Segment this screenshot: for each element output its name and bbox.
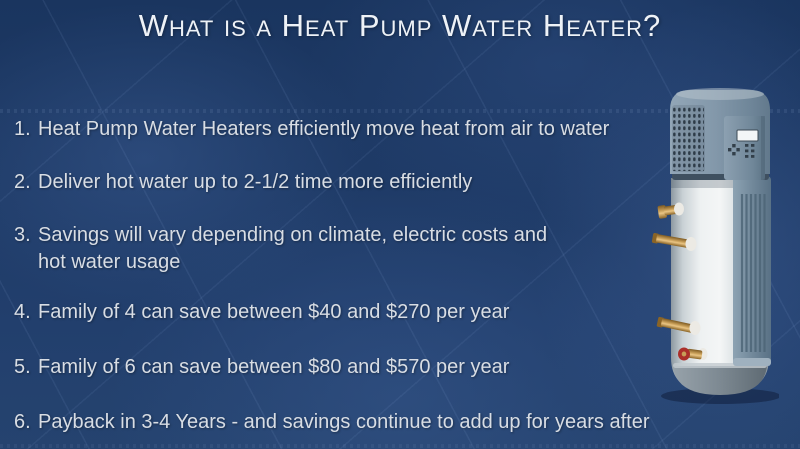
unit-seam	[672, 172, 769, 180]
item-number: 6.	[14, 411, 31, 433]
tank-body	[671, 178, 769, 394]
list-item-3: 3. Savings will vary depending on climat…	[14, 222, 547, 276]
item-text: Family of 6 can save between $80 and $57…	[38, 356, 510, 378]
item-number: 5.	[14, 356, 31, 378]
drain-valve	[678, 347, 708, 361]
pipe-fitting-upper	[657, 204, 680, 219]
page-title: What is a Heat Pump Water Heater?	[138, 8, 662, 43]
list-item-2: 2. Deliver hot water up to 2-1/2 time mo…	[14, 169, 472, 196]
pipe-fitting-second	[651, 233, 692, 249]
heat-pump-unit	[670, 90, 770, 174]
dashed-texture-band	[0, 109, 800, 113]
item-number: 1.	[14, 118, 31, 140]
duct-slats	[740, 194, 766, 352]
list-item-1: 1. Heat Pump Water Heaters efficiently m…	[14, 116, 609, 143]
item-text: Heat Pump Water Heaters efficiently move…	[38, 118, 610, 140]
pipe-fitting-third	[656, 316, 696, 334]
item-text: Payback in 3-4 Years - and savings conti…	[38, 411, 650, 433]
display-screen	[736, 129, 759, 142]
tank-base	[673, 366, 767, 395]
side-duct-panel	[733, 176, 771, 364]
item-text: Savings will vary depending on climate, …	[38, 224, 548, 246]
heat-pump-water-heater-image	[651, 88, 779, 404]
item-number: 2.	[14, 171, 31, 193]
item-text-line2: hot water usage	[38, 251, 181, 273]
item-text: Family of 4 can save between $40 and $27…	[38, 301, 510, 323]
item-text: Deliver hot water up to 2-1/2 time more …	[38, 171, 473, 193]
list-item-5: 5. Family of 6 can save between $80 and …	[14, 354, 509, 381]
control-panel	[724, 116, 765, 180]
red-valve-handle	[678, 347, 690, 361]
list-item-4: 4. Family of 4 can save between $40 and …	[14, 299, 509, 326]
item-number: 3.	[14, 224, 31, 246]
heater-shadow	[661, 388, 779, 404]
vent-grille	[673, 106, 704, 171]
list-item-6: 6. Payback in 3-4 Years - and savings co…	[14, 409, 649, 436]
control-buttons	[728, 144, 755, 158]
dashed-texture-band	[0, 444, 800, 448]
item-number: 4.	[14, 301, 31, 323]
